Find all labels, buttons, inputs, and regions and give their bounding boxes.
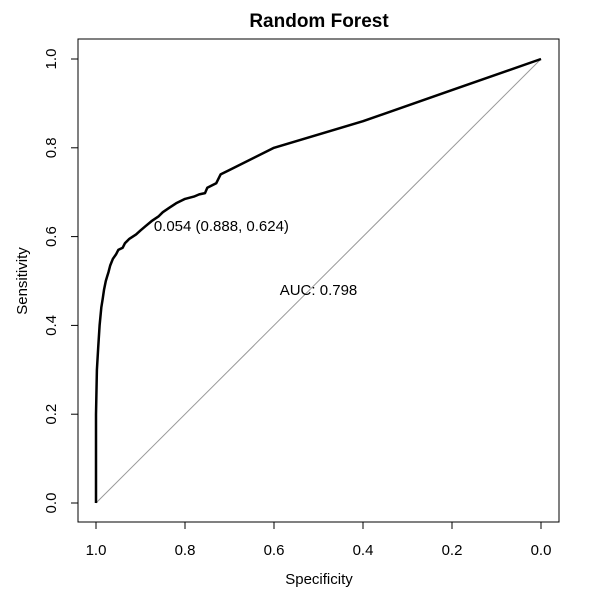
y-tick-label: 0.6 <box>43 226 60 247</box>
x-tick-label: 0.0 <box>531 542 552 559</box>
reference-diagonal <box>95 58 542 504</box>
x-axis-label: Specificity <box>285 571 353 588</box>
x-tick-label: 0.6 <box>264 542 285 559</box>
roc-curve <box>94 57 542 503</box>
y-axis-label: Sensitivity <box>14 247 31 315</box>
y-tick-label: 1.0 <box>43 49 60 70</box>
x-tick-label: 0.2 <box>442 542 463 559</box>
y-tick-label: 0.0 <box>43 493 60 514</box>
y-axis: 0.0 0.2 0.4 0.6 0.8 1.0 <box>43 49 79 514</box>
chart-title: Random Forest <box>249 11 389 32</box>
threshold-annotation: 0.054 (0.888, 0.624) <box>154 218 289 235</box>
y-tick-label: 0.4 <box>43 315 60 336</box>
annotation-layer: 0.054 (0.888, 0.624) AUC: 0.798 <box>154 218 357 299</box>
x-tick-label: 0.8 <box>175 542 196 559</box>
y-tick-label: 0.2 <box>43 404 60 425</box>
y-tick-label: 0.8 <box>43 137 60 158</box>
x-tick-label: 1.0 <box>86 542 107 559</box>
series-layer <box>94 57 542 504</box>
auc-annotation: AUC: 0.798 <box>280 282 358 299</box>
x-tick-label: 0.4 <box>353 542 374 559</box>
x-axis: 1.0 0.8 0.6 0.4 0.2 0.0 <box>86 521 552 559</box>
